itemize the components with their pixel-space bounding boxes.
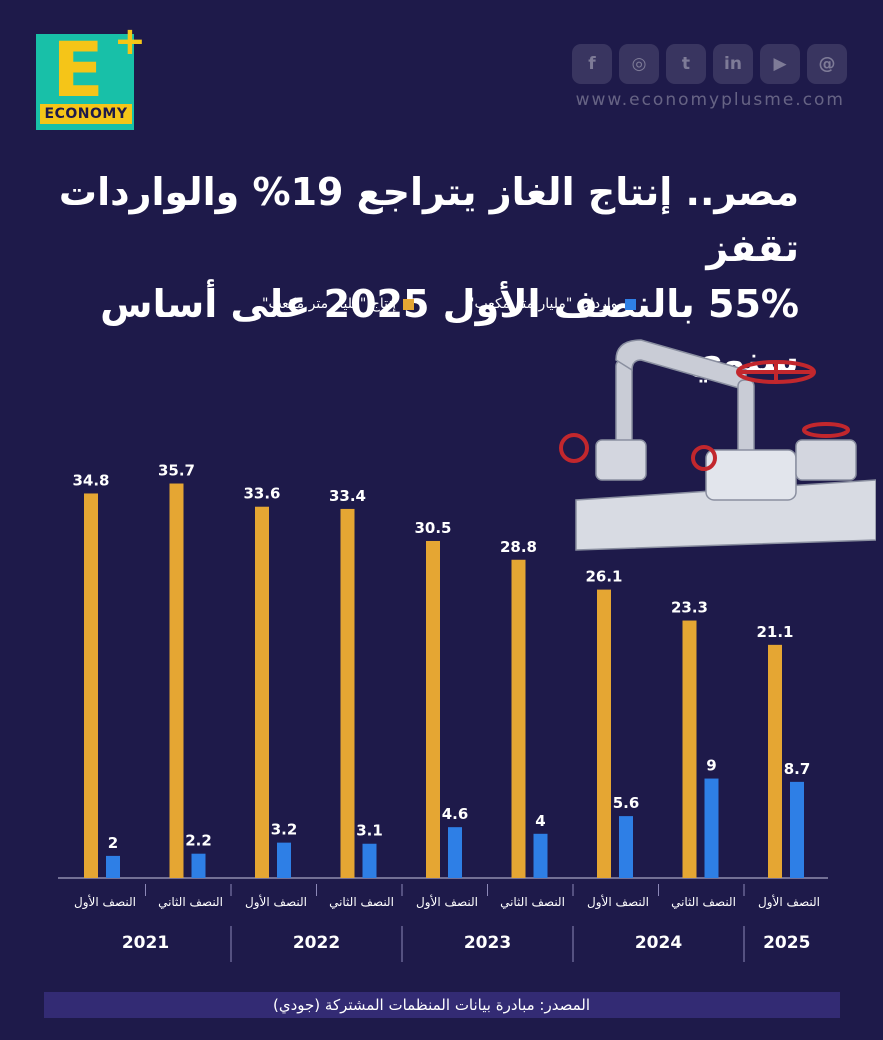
imports-bar <box>362 843 377 878</box>
production-bar <box>682 620 697 878</box>
economy-plus-logo[interactable]: E + ECONOMY <box>34 22 146 132</box>
legend-imports: واردات "مليار متر مكعب" <box>468 292 636 316</box>
imports-value-label: 9 <box>706 757 716 775</box>
title-line-1: مصر.. إنتاج الغاز يتراجع 19% والواردات ت… <box>58 170 799 270</box>
imports-bar <box>448 827 462 878</box>
imports-bar <box>704 778 719 878</box>
imports-value-label: 8.7 <box>784 760 811 778</box>
production-value-label: 23.3 <box>671 599 708 617</box>
imports-bar <box>191 853 206 878</box>
legend-imports-swatch <box>624 298 636 310</box>
production-bar <box>768 644 782 878</box>
production-bar <box>84 493 98 878</box>
category-tick-label: النصف الأول <box>758 894 820 910</box>
production-value-label: 30.5 <box>414 519 451 537</box>
twitter-icon[interactable]: t <box>666 44 706 84</box>
production-bar <box>169 483 184 878</box>
production-bar <box>511 559 526 878</box>
production-bar <box>597 589 611 878</box>
production-bar <box>340 508 355 878</box>
category-tick-label: النصف الأول <box>587 894 649 910</box>
imports-value-label: 2.2 <box>185 832 212 850</box>
youtube-icon[interactable]: ▶ <box>760 44 800 84</box>
logo-wordmark: ECONOMY <box>40 104 132 124</box>
imports-value-label: 4 <box>535 812 545 830</box>
logo-plus-icon: + <box>114 19 146 63</box>
year-label: 2021 <box>122 933 169 953</box>
imports-value-label: 4.6 <box>442 805 469 823</box>
logo-letter: E <box>52 25 104 114</box>
imports-value-label: 5.6 <box>613 794 640 812</box>
legend-production-label: إنتاج "مليار متر مكعب" <box>262 296 397 312</box>
production-value-label: 33.4 <box>329 487 366 505</box>
year-label: 2024 <box>635 933 682 953</box>
legend-production: إنتاج "مليار متر مكعب" <box>262 292 415 316</box>
imports-bar <box>106 855 120 878</box>
category-tick-label: النصف الأول <box>416 894 478 910</box>
imports-bar <box>533 833 548 878</box>
legend-production-swatch <box>403 298 415 310</box>
category-tick-label: النصف الثاني <box>671 895 736 909</box>
legend-imports-label: واردات "مليار متر مكعب" <box>468 296 618 312</box>
social-links: f ◎ t in ▶ @ <box>572 44 847 84</box>
production-value-label: 33.6 <box>243 485 280 503</box>
instagram-icon[interactable]: ◎ <box>619 44 659 84</box>
imports-value-label: 2 <box>108 834 118 852</box>
pipe-structure <box>575 339 876 551</box>
gas-pipeline-illustration <box>559 339 876 551</box>
production-value-label: 34.8 <box>72 471 109 489</box>
production-value-label: 35.7 <box>158 462 195 480</box>
production-value-label: 21.1 <box>756 623 793 641</box>
production-bar <box>255 506 269 878</box>
category-tick-label: النصف الثاني <box>329 895 394 909</box>
page-title: مصر.. إنتاج الغاز يتراجع 19% والواردات ت… <box>39 164 799 388</box>
imports-bar <box>790 781 804 878</box>
category-tick-label: النصف الأول <box>74 894 136 910</box>
production-value-label: 28.8 <box>500 538 537 556</box>
threads-icon[interactable]: @ <box>807 44 847 84</box>
category-tick-label: النصف الأول <box>245 894 307 910</box>
year-label: 2022 <box>293 933 340 953</box>
year-label: 2025 <box>763 933 810 953</box>
imports-bar <box>277 842 291 878</box>
category-tick-label: النصف الثاني <box>500 895 565 909</box>
category-tick-label: النصف الثاني <box>158 895 223 909</box>
website-url[interactable]: www.economyplusme.com <box>575 90 845 110</box>
production-value-label: 26.1 <box>585 568 622 586</box>
facebook-icon[interactable]: f <box>572 44 612 84</box>
linkedin-icon[interactable]: in <box>713 44 753 84</box>
valve-wheels <box>559 360 850 471</box>
production-bar <box>426 540 440 878</box>
imports-bar <box>619 816 633 878</box>
source-note: المصدر: مبادرة بيانات المنظمات المشتركة … <box>44 992 840 1018</box>
year-label: 2023 <box>464 933 511 953</box>
imports-value-label: 3.2 <box>271 821 298 839</box>
imports-value-label: 3.1 <box>356 822 383 840</box>
